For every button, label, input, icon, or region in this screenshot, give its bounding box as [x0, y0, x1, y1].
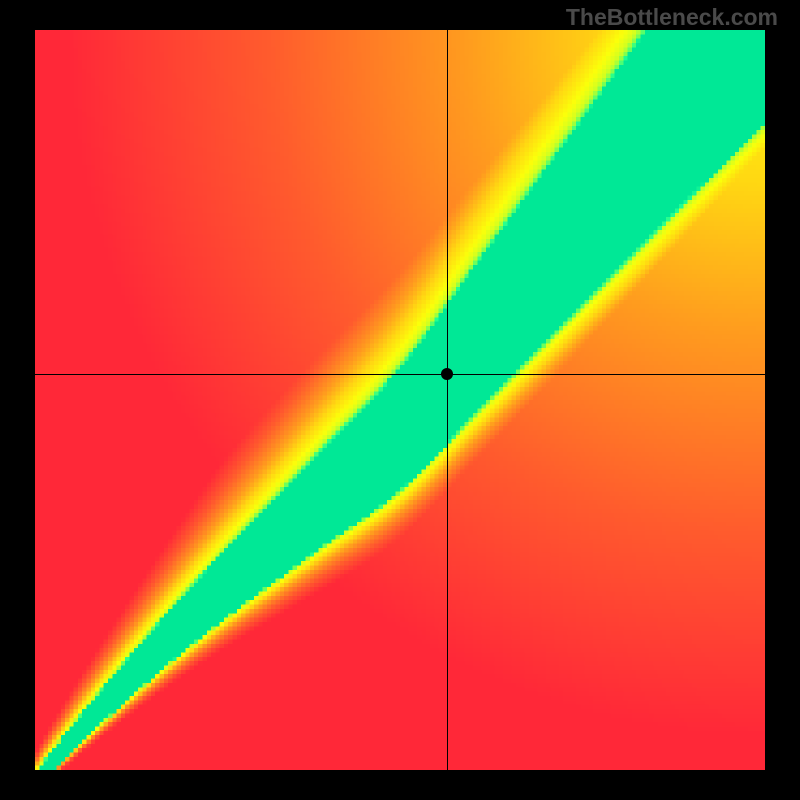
chart-container: TheBottleneck.com: [0, 0, 800, 800]
watermark-text: TheBottleneck.com: [566, 4, 778, 31]
crosshair-marker: [441, 368, 453, 380]
crosshair-vertical: [447, 30, 448, 770]
heatmap-canvas: [35, 30, 765, 770]
crosshair-horizontal: [35, 374, 765, 375]
